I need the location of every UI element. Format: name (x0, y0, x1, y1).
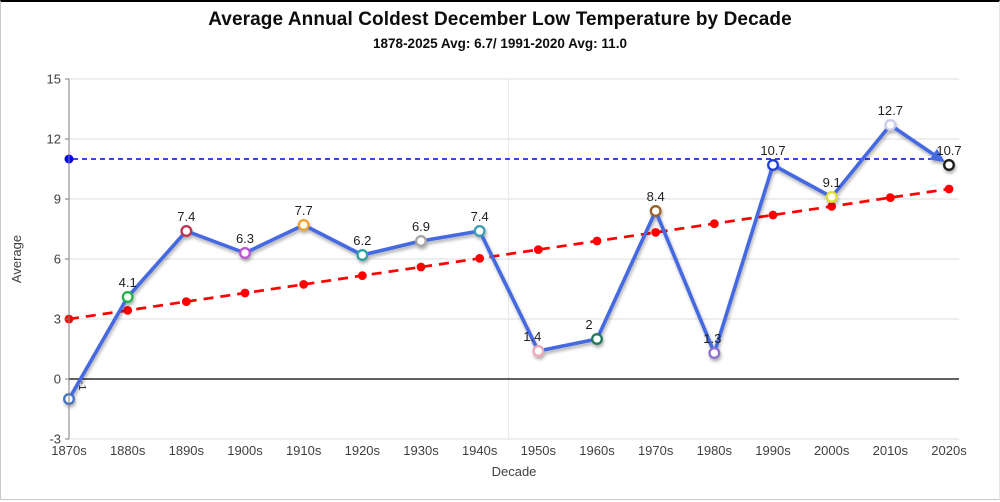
data-point-marker (473, 225, 486, 237)
trend-point (181, 297, 191, 306)
trend-point (533, 245, 543, 255)
data-point-label: 6.3 (236, 231, 254, 246)
trend-point (475, 254, 485, 263)
data-point-label: 9.1 (823, 175, 841, 190)
y-tick-label: 9 (54, 192, 61, 207)
x-tick-label: 1980s (697, 443, 733, 458)
x-tick-label: 1970s (638, 443, 674, 458)
x-tick-label: 2000s (814, 443, 850, 458)
data-point-marker (121, 291, 134, 303)
x-tick-label: 2010s (873, 443, 909, 458)
y-tick-label: 12 (47, 132, 61, 147)
data-point-label: 1.4 (523, 329, 541, 344)
data-point-marker (180, 225, 193, 237)
data-point-marker (239, 247, 251, 259)
data-point-label: 8.4 (647, 189, 665, 204)
x-tick-label: 1900s (227, 443, 263, 458)
y-tick-label: 15 (47, 72, 61, 87)
trend-point (357, 271, 367, 280)
data-point-marker (532, 345, 545, 357)
series-line (67, 123, 936, 401)
chart-subtitle: 1878-2025 Avg: 6.7/ 1991-2020 Avg: 11.0 (373, 36, 627, 51)
data-point-label: 2 (585, 317, 592, 332)
data-point-label: 6.9 (412, 219, 430, 234)
data-point-marker (649, 205, 662, 217)
trend-point (768, 210, 778, 220)
data-point-label: 10.7 (936, 143, 961, 158)
data-point-label: 7.4 (471, 209, 489, 224)
trend-point (592, 236, 602, 246)
data-point-marker (297, 219, 310, 231)
trend-point (651, 228, 661, 237)
x-axis-title: Decade (492, 464, 537, 479)
data-point-marker (825, 191, 838, 203)
x-tick-label: 2020s (931, 443, 967, 458)
trend-point (885, 193, 895, 203)
data-point-label: 12.7 (878, 103, 903, 118)
x-tick-label: 1930s (403, 443, 439, 458)
y-axis-title: Average (9, 235, 24, 283)
data-point-marker (943, 159, 955, 171)
series-arrowhead (929, 148, 945, 163)
y-tick-label: -3 (49, 432, 61, 447)
trend-point (944, 184, 954, 194)
data-point-marker (884, 119, 897, 131)
x-tick-label: 1940s (462, 443, 498, 458)
series-decade-average (63, 119, 955, 405)
x-tick-label: 1990s (755, 443, 791, 458)
trend-line (68, 187, 950, 321)
y-tick-label: 3 (54, 312, 61, 327)
trend-point (827, 202, 837, 211)
x-tick-label: 1920s (345, 443, 381, 458)
trend-point (240, 288, 250, 298)
data-point-label: 10.7 (760, 143, 785, 158)
data-point-label: 4.1 (119, 275, 137, 290)
data-point-label: 7.7 (295, 203, 313, 218)
chart-header: Average Annual Coldest December Low Temp… (1, 9, 999, 51)
y-tick-label: 0 (54, 372, 61, 387)
data-point-marker (415, 235, 427, 247)
data-point-label: -1 (76, 381, 88, 390)
data-point-label: 7.4 (177, 209, 195, 224)
x-tick-label: 1890s (169, 443, 205, 458)
data-point-label: 1.3 (703, 331, 721, 346)
data-point-marker (591, 333, 603, 345)
y-tick-label: 6 (54, 252, 61, 267)
data-point-marker (708, 347, 721, 359)
trend-point (299, 280, 309, 289)
trend-point (123, 306, 133, 315)
x-tick-label: 1960s (579, 443, 615, 458)
x-tick-label: 1910s (286, 443, 322, 458)
trend-point (416, 262, 426, 272)
x-tick-label: 1870s (51, 443, 87, 458)
chart-title: Average Annual Coldest December Low Temp… (208, 9, 792, 30)
data-point-label: 6.2 (353, 233, 371, 248)
trend-point (709, 219, 719, 229)
x-tick-label: 1950s (521, 443, 557, 458)
data-point-marker (767, 159, 779, 171)
data-point-marker (356, 249, 369, 261)
x-tick-label: 1880s (110, 443, 146, 458)
